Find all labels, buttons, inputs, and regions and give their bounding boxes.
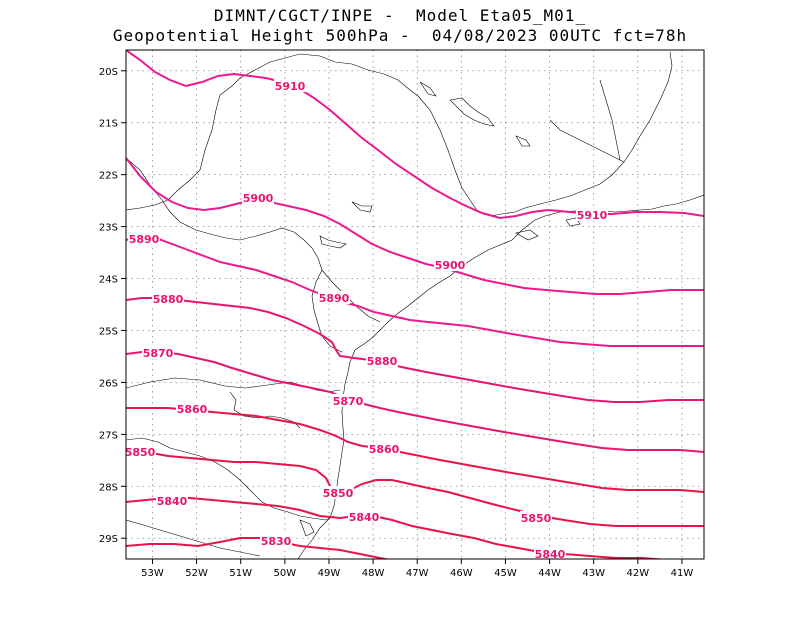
contour-label-5840: 5840	[349, 511, 380, 524]
axes: 53W 52W 51W 50W 49W 48W 47W 46W 45W 44W 43W 42W 41W 2…	[99, 67, 693, 579]
lat-tick-label: 21S	[99, 119, 118, 130]
state-border	[311, 269, 343, 353]
contour-label-5910: 5910	[275, 80, 306, 93]
contour-5910-b	[547, 209, 704, 217]
lat-tick-label: 23S	[99, 223, 118, 234]
lon-tick-label: 53W	[141, 568, 164, 579]
contour-5890	[126, 234, 704, 347]
coastal-lagoon	[419, 81, 437, 97]
coastal-lagoon	[299, 519, 315, 537]
contour-5910-a	[126, 50, 549, 220]
lon-tick-label: 44W	[538, 568, 561, 579]
coastal-lagoon	[515, 135, 531, 147]
state-border	[126, 157, 323, 271]
lon-tick-label: 42W	[627, 568, 650, 579]
lat-tick-label: 24S	[99, 275, 118, 286]
contour-5850-b	[539, 515, 704, 527]
contour-5850-a	[126, 449, 541, 517]
contour-5880	[126, 297, 704, 403]
contour-5870	[126, 351, 704, 453]
lon-tick-label: 43W	[582, 568, 605, 579]
contour-label-5890: 5890	[319, 292, 350, 305]
lat-tick-label: 28S	[99, 482, 118, 493]
lat-tick-label: 22S	[99, 171, 118, 182]
lon-tick-label: 51W	[229, 568, 252, 579]
coastal-island	[565, 217, 581, 227]
lon-tick-label: 52W	[185, 568, 208, 579]
contour-label-5900: 5900	[435, 259, 466, 272]
contour-label-5850: 5850	[323, 487, 354, 500]
lat-tick-label: 29S	[99, 534, 118, 545]
atlantic-coastline	[297, 194, 704, 559]
lon-tick-label: 49W	[318, 568, 341, 579]
contour-label-5850: 5850	[521, 512, 552, 525]
map-frame	[125, 49, 705, 560]
state-border	[599, 79, 625, 163]
lon-tick-label: 47W	[406, 568, 429, 579]
contour-label-5900: 5900	[243, 192, 274, 205]
contour-label-5890: 5890	[129, 233, 160, 246]
lon-tick-label: 45W	[494, 568, 517, 579]
contour-label-5870: 5870	[333, 395, 364, 408]
contour-label-5840: 5840	[535, 548, 566, 561]
lon-tick-label: 46W	[450, 568, 473, 579]
contour-labels: 5910 5910 5900 5900 5890 5890 5880 5880 …	[124, 79, 608, 561]
title-line-2: Geopotential Height 500hPa - 04/08/2023 …	[112, 26, 688, 45]
contour-5840-a	[126, 497, 541, 553]
contour-label-5910: 5910	[577, 209, 608, 222]
state-border	[126, 377, 341, 393]
lon-tick-label: 48W	[362, 568, 385, 579]
coastline	[126, 51, 704, 559]
coastal-lagoon	[449, 97, 495, 127]
coastal-lagoon	[319, 235, 347, 249]
contour-label-5840: 5840	[157, 495, 188, 508]
contour-label-5850: 5850	[125, 446, 156, 459]
lat-tick-label: 20S	[99, 67, 118, 78]
contour-label-5880: 5880	[153, 293, 184, 306]
state-border	[417, 51, 673, 217]
contour-label-5830: 5830	[261, 535, 292, 548]
contour-5900	[126, 157, 704, 295]
state-border	[126, 437, 335, 521]
state-border	[126, 53, 419, 211]
lon-tick-label: 41W	[671, 568, 694, 579]
country-border	[229, 391, 301, 429]
lat-tick-label: 25S	[99, 326, 118, 337]
contour-label-5860: 5860	[369, 443, 400, 456]
contour-label-5880: 5880	[367, 355, 398, 368]
lon-tick-label: 50W	[274, 568, 297, 579]
coastal-lagoon	[351, 201, 373, 213]
contour-label-5870: 5870	[143, 347, 174, 360]
grid-lines	[126, 50, 704, 559]
lat-tick-label: 26S	[99, 378, 118, 389]
lat-tick-label: 27S	[99, 430, 118, 441]
state-border	[549, 119, 621, 161]
country-border	[126, 519, 261, 557]
title-line-1: DIMNT/CGCT/INPE - Model Eta05_M01_	[213, 6, 587, 25]
coastal-island	[515, 229, 539, 241]
contour-label-5860: 5860	[177, 403, 208, 416]
